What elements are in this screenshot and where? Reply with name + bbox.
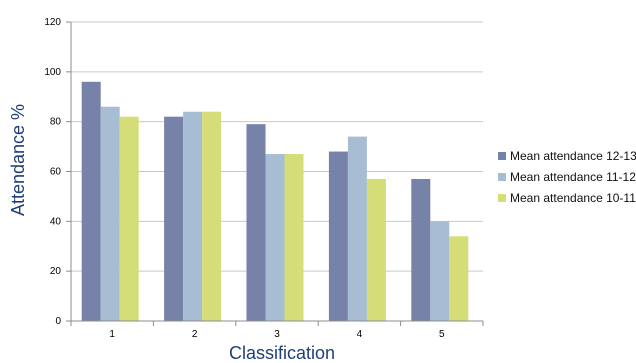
bar-2-category-1	[100, 106, 120, 321]
bar-1-category-5	[411, 178, 431, 321]
x-axis-title: Classification	[229, 343, 335, 363]
legend-label-3: Mean attendance 10-11	[510, 191, 636, 205]
x-tick-label: 3	[274, 329, 280, 340]
legend: Mean attendance 12-13 Mean attendance 11-…	[498, 149, 636, 205]
y-tick-label: 0	[55, 316, 61, 327]
bar-2-category-3	[265, 154, 285, 321]
x-tick-label: 2	[192, 329, 198, 340]
bar-3-category-1	[119, 116, 139, 321]
y-axis-title: Attendance %	[8, 104, 28, 216]
bar-2-category-4	[347, 136, 367, 321]
y-tick-label: 20	[50, 266, 62, 277]
bar-1-category-1	[81, 81, 101, 321]
y-tick-label: 80	[50, 117, 62, 128]
bar-1-category-4	[328, 151, 348, 321]
legend-swatch-1	[498, 152, 506, 160]
y-tick-label: 120	[44, 17, 61, 28]
bars	[81, 81, 469, 322]
legend-label-1: Mean attendance 12-13	[510, 149, 636, 163]
y-tick-label: 100	[44, 67, 61, 78]
y-axis-ticks: 0 20 40 60 80 100 120	[44, 17, 71, 327]
bar-3-category-3	[284, 154, 304, 321]
y-tick-label: 60	[50, 167, 62, 178]
legend-swatch-3	[498, 194, 506, 202]
bar-1-category-3	[246, 124, 266, 322]
x-tick-label: 5	[439, 329, 445, 340]
bar-1-category-2	[164, 116, 184, 321]
legend-swatch-2	[498, 173, 506, 181]
x-tick-label: 1	[109, 329, 115, 340]
bar-3-category-5	[449, 236, 469, 321]
bar-2-category-2	[183, 111, 203, 321]
bar-3-category-2	[202, 111, 222, 321]
y-tick-label: 40	[50, 216, 62, 227]
x-tick-label: 4	[357, 329, 363, 340]
x-axis-ticks: 1 2 3 4 5	[70, 321, 484, 340]
bar-2-category-5	[430, 221, 450, 321]
legend-label-2: Mean attendance 11-12	[510, 170, 636, 184]
bar-3-category-4	[366, 178, 386, 321]
